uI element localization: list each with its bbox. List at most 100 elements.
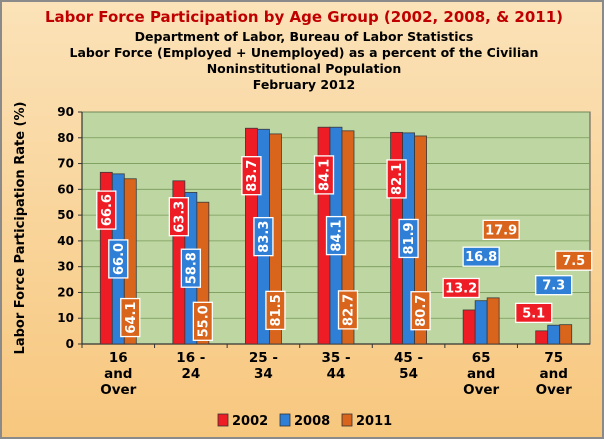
x-tick-label-line: and <box>467 366 495 382</box>
data-label-2011: 81.5 <box>265 290 286 331</box>
bar-2002 <box>535 330 549 345</box>
bar-2002 <box>462 309 476 345</box>
data-label-text: 64.1 <box>124 302 139 334</box>
x-tick-label: 45 -54 <box>394 350 423 382</box>
data-label-box <box>442 277 480 299</box>
x-tick-label-line: 54 <box>399 366 418 382</box>
data-label-2011: 64.1 <box>120 297 141 338</box>
x-tick-label-line: 24 <box>181 366 200 382</box>
x-tick-label: 65 and Over <box>463 350 499 398</box>
data-label-2002: 63.3 <box>168 197 190 237</box>
x-tick-label-line: 35 - <box>321 350 350 366</box>
data-label-text: 84.1 <box>318 159 333 191</box>
x-tick-label: 75 and Over <box>536 350 572 398</box>
data-label-2002: 84.1 <box>313 155 335 195</box>
x-tick-label-line: 65 <box>472 350 491 366</box>
data-label-text: 82.1 <box>390 163 405 195</box>
x-tick-label-line: 34 <box>254 366 273 382</box>
x-tick-label: 35 -44 <box>321 350 350 382</box>
y-tick-label: 30 <box>57 260 74 274</box>
chart-title: Labor Force Participation by Age Group (… <box>44 8 564 26</box>
data-label-text: 83.7 <box>245 160 260 192</box>
data-label-text: 7.3 <box>542 279 565 294</box>
data-label-2008: 16.8 <box>462 246 500 267</box>
chart-subtitle-line-4: February 2012 <box>252 77 356 92</box>
data-label-text: 17.9 <box>485 223 517 238</box>
data-label-box <box>535 275 573 296</box>
data-label-text: 55.0 <box>196 305 211 337</box>
data-label-2008: 83.3 <box>253 216 274 257</box>
data-label-box <box>515 302 553 324</box>
y-tick-label: 80 <box>57 131 74 145</box>
data-label-text: 7.5 <box>562 254 585 269</box>
data-label-2008: 84.1 <box>325 215 347 256</box>
data-label-box <box>192 301 214 341</box>
legend-swatch-2008 <box>279 413 291 427</box>
legend-label-2008: 2008 <box>294 414 330 429</box>
data-label-box <box>462 246 500 267</box>
legend: 2002 2008 2011 <box>217 413 392 429</box>
data-label-text: 84.1 <box>330 220 345 252</box>
y-tick-label: 20 <box>57 285 74 299</box>
data-label-box <box>410 291 431 331</box>
data-label-2002: 83.7 <box>241 156 262 196</box>
data-label-2011: 7.5 <box>555 250 593 271</box>
data-label-box <box>386 159 407 199</box>
data-label-2008: 81.9 <box>398 218 419 259</box>
x-tick-label-line: 44 <box>327 366 346 382</box>
data-label-box <box>555 250 593 271</box>
data-label-2008: 7.3 <box>535 275 573 296</box>
data-label-text: 83.3 <box>257 221 272 253</box>
x-tick-label-line: Over <box>100 382 136 398</box>
x-tick-label-line: and <box>540 366 568 382</box>
data-label-box <box>337 290 359 330</box>
legend-swatch-2002 <box>217 413 229 427</box>
data-label-box <box>180 248 202 288</box>
data-label-box <box>120 297 141 338</box>
data-label-text: 63.3 <box>172 201 187 233</box>
data-label-2011: 17.9 <box>482 219 520 241</box>
x-tick-label-line: and <box>104 366 132 382</box>
chart-subtitle-line-2: Labor Force (Employed + Unemployed) as a… <box>69 45 539 60</box>
y-tick-label: 60 <box>57 182 74 196</box>
data-label-text: 81.9 <box>402 222 417 254</box>
y-tick-label: 70 <box>57 157 74 171</box>
data-label-box <box>313 155 335 195</box>
data-label-2002: 13.2 <box>442 277 480 299</box>
data-label-text: 13.2 <box>445 281 477 296</box>
data-label-2002: 5.1 <box>515 302 553 324</box>
data-label-2002: 82.1 <box>386 159 407 199</box>
legend-label-2002: 2002 <box>232 414 268 429</box>
chart-subtitle-line-3: Noninstitutional Population <box>206 61 402 76</box>
data-label-box <box>108 239 129 279</box>
bar-2011 <box>559 324 573 345</box>
data-label-2011: 82.7 <box>337 290 359 330</box>
y-tick-label: 0 <box>66 337 74 351</box>
legend-label-2011: 2011 <box>356 414 392 429</box>
data-label-2011: 80.7 <box>410 291 431 331</box>
y-tick-label: 40 <box>57 234 74 248</box>
bar-2011 <box>486 297 500 345</box>
bar-2008 <box>547 324 561 345</box>
x-tick-label-line: 75 <box>544 350 563 366</box>
data-label-box <box>398 218 419 259</box>
chart-subtitle-line-1: Department of Labor, Bureau of Labor Sta… <box>134 29 474 44</box>
y-tick-label: 10 <box>57 311 74 325</box>
y-axis-label: Labor Force Participation Rate (%) <box>13 102 28 355</box>
x-tick-label-line: 25 - <box>249 350 278 366</box>
y-tick-label: 90 <box>57 105 74 119</box>
x-tick-label: 16 -24 <box>176 350 205 382</box>
data-label-2002: 66.6 <box>96 190 117 230</box>
x-tick-label-line: Over <box>536 382 572 398</box>
data-label-box <box>325 215 347 256</box>
data-label-text: 82.7 <box>342 294 357 326</box>
data-label-box <box>265 290 286 331</box>
data-label-box <box>168 197 190 237</box>
legend-swatch-2011 <box>341 413 353 427</box>
bar-2008 <box>474 300 488 345</box>
x-tick-label-line: Over <box>463 382 499 398</box>
data-label-2008: 66.0 <box>108 239 129 279</box>
x-tick-label: 16 and Over <box>100 350 136 398</box>
